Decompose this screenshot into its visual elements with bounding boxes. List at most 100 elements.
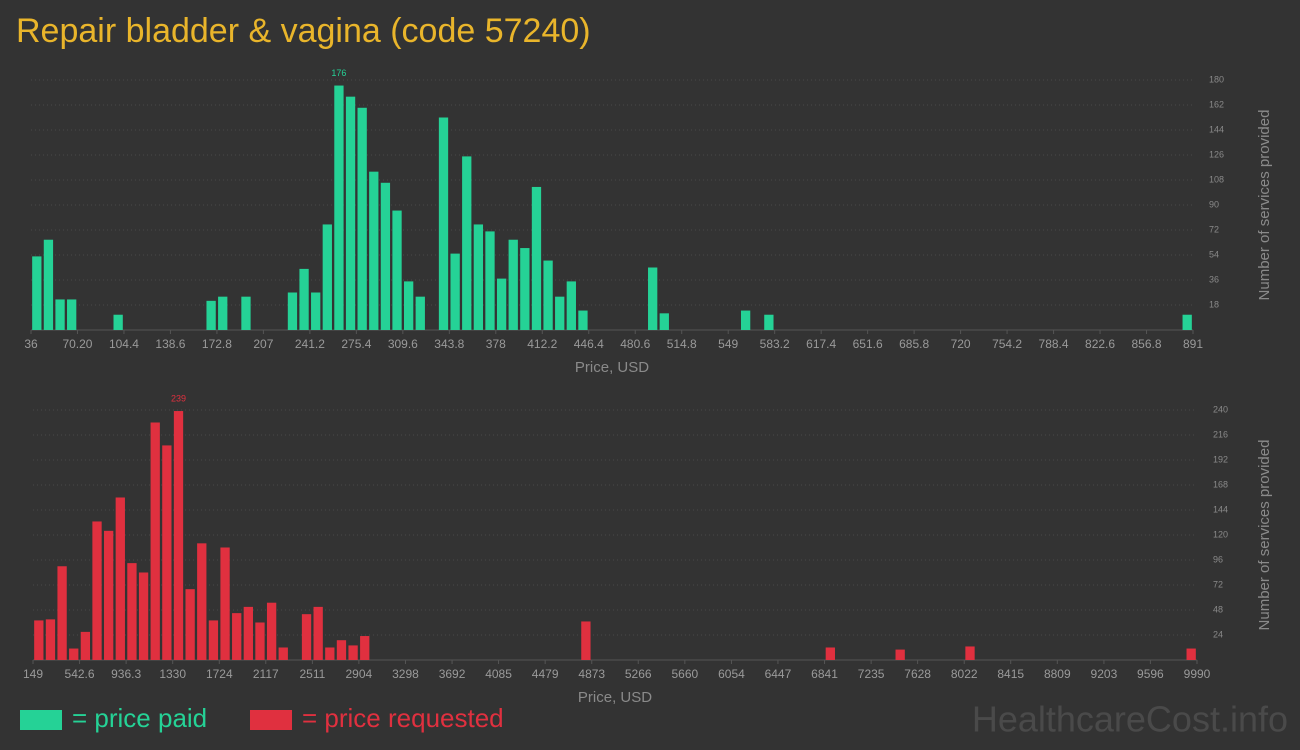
x-tick-label: 3298 — [392, 667, 419, 681]
bar — [895, 649, 905, 660]
bar — [173, 411, 184, 660]
x-tick-label: 172.8 — [202, 337, 232, 351]
bar — [325, 647, 335, 660]
y-tick-label: 126 — [1209, 149, 1224, 159]
bar — [764, 314, 774, 330]
y-tick-label: 54 — [1209, 249, 1219, 259]
y-tick-label: 162 — [1209, 99, 1224, 109]
bar — [206, 300, 216, 330]
bar — [162, 445, 172, 660]
x-tick-label: 822.6 — [1085, 337, 1115, 351]
x-tick-label: 9596 — [1137, 667, 1164, 681]
x-tick-label: 3692 — [439, 667, 466, 681]
legend-label: = price paid — [72, 703, 207, 733]
x-tick-label: 2117 — [253, 667, 279, 681]
x-tick-label: 138.6 — [155, 337, 185, 351]
bar — [241, 296, 251, 330]
bar — [369, 171, 379, 330]
x-tick-label: 7235 — [858, 667, 885, 681]
bar — [566, 281, 576, 330]
bar — [357, 107, 367, 331]
x-tick-label: 9203 — [1091, 667, 1118, 681]
y-tick-label: 72 — [1213, 579, 1223, 589]
y-tick-label: 90 — [1209, 199, 1219, 209]
bar — [360, 636, 370, 660]
bar — [69, 648, 79, 660]
x-tick-label: 480.6 — [620, 337, 650, 351]
bar — [150, 422, 160, 660]
x-axis-title: Price, USD — [575, 359, 649, 376]
bar — [578, 310, 588, 330]
legend-swatch — [20, 710, 62, 730]
x-tick-label: 446.4 — [574, 337, 604, 351]
bar — [1186, 648, 1196, 660]
bar — [311, 292, 321, 330]
bar — [255, 622, 265, 660]
bar — [57, 566, 67, 660]
bar — [299, 268, 309, 330]
x-tick-label: 788.4 — [1039, 337, 1069, 351]
bar — [34, 620, 44, 660]
x-tick-label: 1724 — [206, 667, 233, 681]
x-tick-label: 651.6 — [853, 337, 883, 351]
x-tick-label: 275.4 — [341, 337, 371, 351]
bar — [334, 85, 344, 330]
bar — [438, 117, 449, 330]
y-tick-label: 48 — [1213, 604, 1223, 614]
bar — [485, 231, 495, 330]
bar — [278, 647, 288, 660]
y-tick-label: 240 — [1213, 404, 1228, 414]
y-tick-label: 36 — [1209, 274, 1219, 284]
bar — [208, 620, 219, 660]
bar — [322, 224, 332, 330]
x-tick-label: 104.4 — [109, 337, 139, 351]
x-tick-label: 309.6 — [388, 337, 418, 351]
bar — [55, 299, 65, 330]
y-tick-label: 180 — [1209, 74, 1224, 84]
y-tick-label: 120 — [1213, 529, 1228, 539]
bar — [43, 239, 54, 330]
bar — [67, 299, 77, 330]
x-tick-label: 685.8 — [899, 337, 929, 351]
bar — [345, 96, 356, 331]
peak-label: 176 — [331, 68, 346, 78]
x-tick-label: 514.8 — [667, 337, 697, 351]
watermark: HealthcareCost.info — [972, 699, 1288, 740]
x-tick-label: 9990 — [1184, 667, 1211, 681]
bar — [348, 645, 358, 660]
bar — [301, 614, 312, 660]
bar — [197, 543, 207, 660]
x-axis-title: Price, USD — [578, 689, 652, 706]
bar — [965, 646, 975, 660]
bar — [648, 267, 658, 330]
bar — [92, 521, 102, 660]
x-tick-label: 6054 — [718, 667, 745, 681]
x-tick-label: 936.3 — [111, 667, 141, 681]
bar — [232, 613, 242, 660]
bar — [313, 606, 323, 660]
bar — [380, 182, 391, 330]
legend-swatch — [250, 710, 292, 730]
x-tick-label: 4479 — [532, 667, 559, 681]
x-tick-label: 8415 — [997, 667, 1024, 681]
bar — [32, 256, 42, 330]
x-tick-label: 1330 — [159, 667, 186, 681]
y-tick-label: 216 — [1213, 429, 1228, 439]
x-tick-label: 8809 — [1044, 667, 1071, 681]
x-tick-label: 5266 — [625, 667, 652, 681]
bar — [740, 310, 751, 330]
bar — [473, 224, 484, 330]
bar — [243, 606, 253, 660]
title: Repair bladder & vagina (code 57240) — [16, 12, 591, 50]
y-tick-label: 72 — [1209, 224, 1219, 234]
y-tick-label: 18 — [1209, 299, 1219, 309]
x-tick-label: 5660 — [671, 667, 698, 681]
bar — [185, 589, 195, 660]
x-tick-label: 7628 — [904, 667, 931, 681]
y-tick-label: 168 — [1213, 479, 1228, 489]
x-tick-label: 8022 — [951, 667, 978, 681]
bar — [80, 631, 91, 660]
x-tick-label: 207 — [253, 337, 273, 351]
x-tick-label: 70.20 — [62, 337, 92, 351]
x-tick-label: 2904 — [346, 667, 373, 681]
